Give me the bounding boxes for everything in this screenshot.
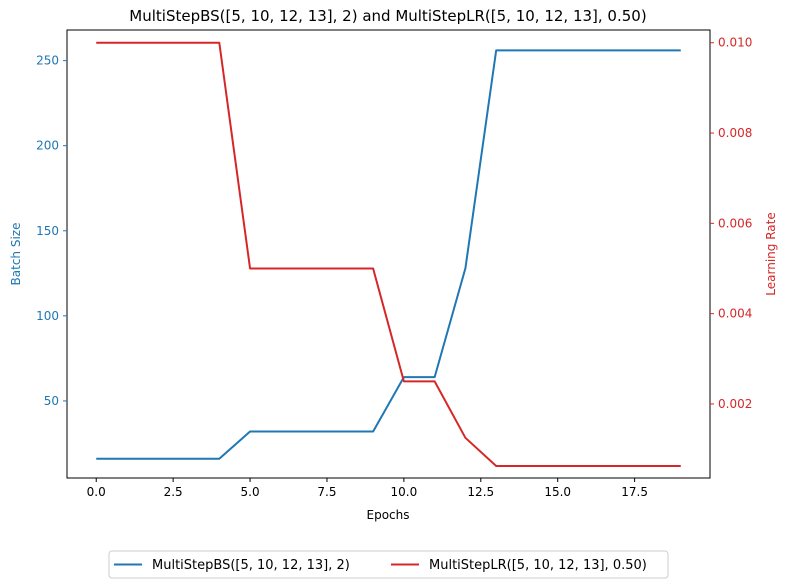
legend: MultiStepBS([5, 10, 12, 13], 2) MultiSte… — [108, 550, 669, 579]
right-y-tick-label: 0.010 — [718, 36, 752, 50]
x-tick-label: 7.5 — [317, 485, 336, 499]
series-line-learning-rate — [96, 41, 681, 468]
right-y-axis-label: Learning Rate — [764, 212, 778, 295]
right-y-tick-label: 0.004 — [718, 307, 752, 321]
plot-area — [66, 29, 711, 479]
x-tick-label: 12.5 — [467, 485, 494, 499]
right-y-tick-label: 0.006 — [718, 216, 752, 230]
series-line-batch-size — [96, 49, 681, 460]
left-y-axis-label: Batch Size — [9, 223, 23, 286]
x-tick-label: 0.0 — [87, 485, 106, 499]
x-axis: 0.0 2.5 5.0 7.5 10.0 12.5 15.0 17.5 — [87, 478, 648, 499]
x-tick-label: 5.0 — [241, 485, 260, 499]
legend-label-learning-rate: MultiStepLR([5, 10, 12, 13], 0.50) — [429, 558, 647, 573]
legend-label-batch-size: MultiStepBS([5, 10, 12, 13], 2) — [152, 558, 350, 573]
legend-frame — [108, 550, 669, 579]
left-y-tick-label: 100 — [36, 309, 59, 323]
right-y-axis: 0.002 0.004 0.006 0.008 0.010 — [710, 36, 752, 411]
plot-frame — [66, 29, 711, 479]
x-tick-label: 17.5 — [621, 485, 648, 499]
left-y-axis: 50 100 150 200 250 — [36, 54, 67, 408]
right-y-tick-label: 0.002 — [718, 397, 752, 411]
right-y-tick-label: 0.008 — [718, 126, 752, 140]
x-axis-label: Epochs — [367, 508, 410, 522]
left-y-tick-label: 250 — [36, 54, 59, 68]
chart-title: MultiStepBS([5, 10, 12, 13], 2) and Mult… — [129, 7, 646, 25]
x-tick-label: 15.0 — [544, 485, 571, 499]
left-y-tick-label: 150 — [36, 224, 59, 238]
x-tick-label: 2.5 — [164, 485, 183, 499]
x-tick-label: 10.0 — [391, 485, 418, 499]
left-y-tick-label: 200 — [36, 139, 59, 153]
left-y-tick-label: 50 — [44, 394, 59, 408]
